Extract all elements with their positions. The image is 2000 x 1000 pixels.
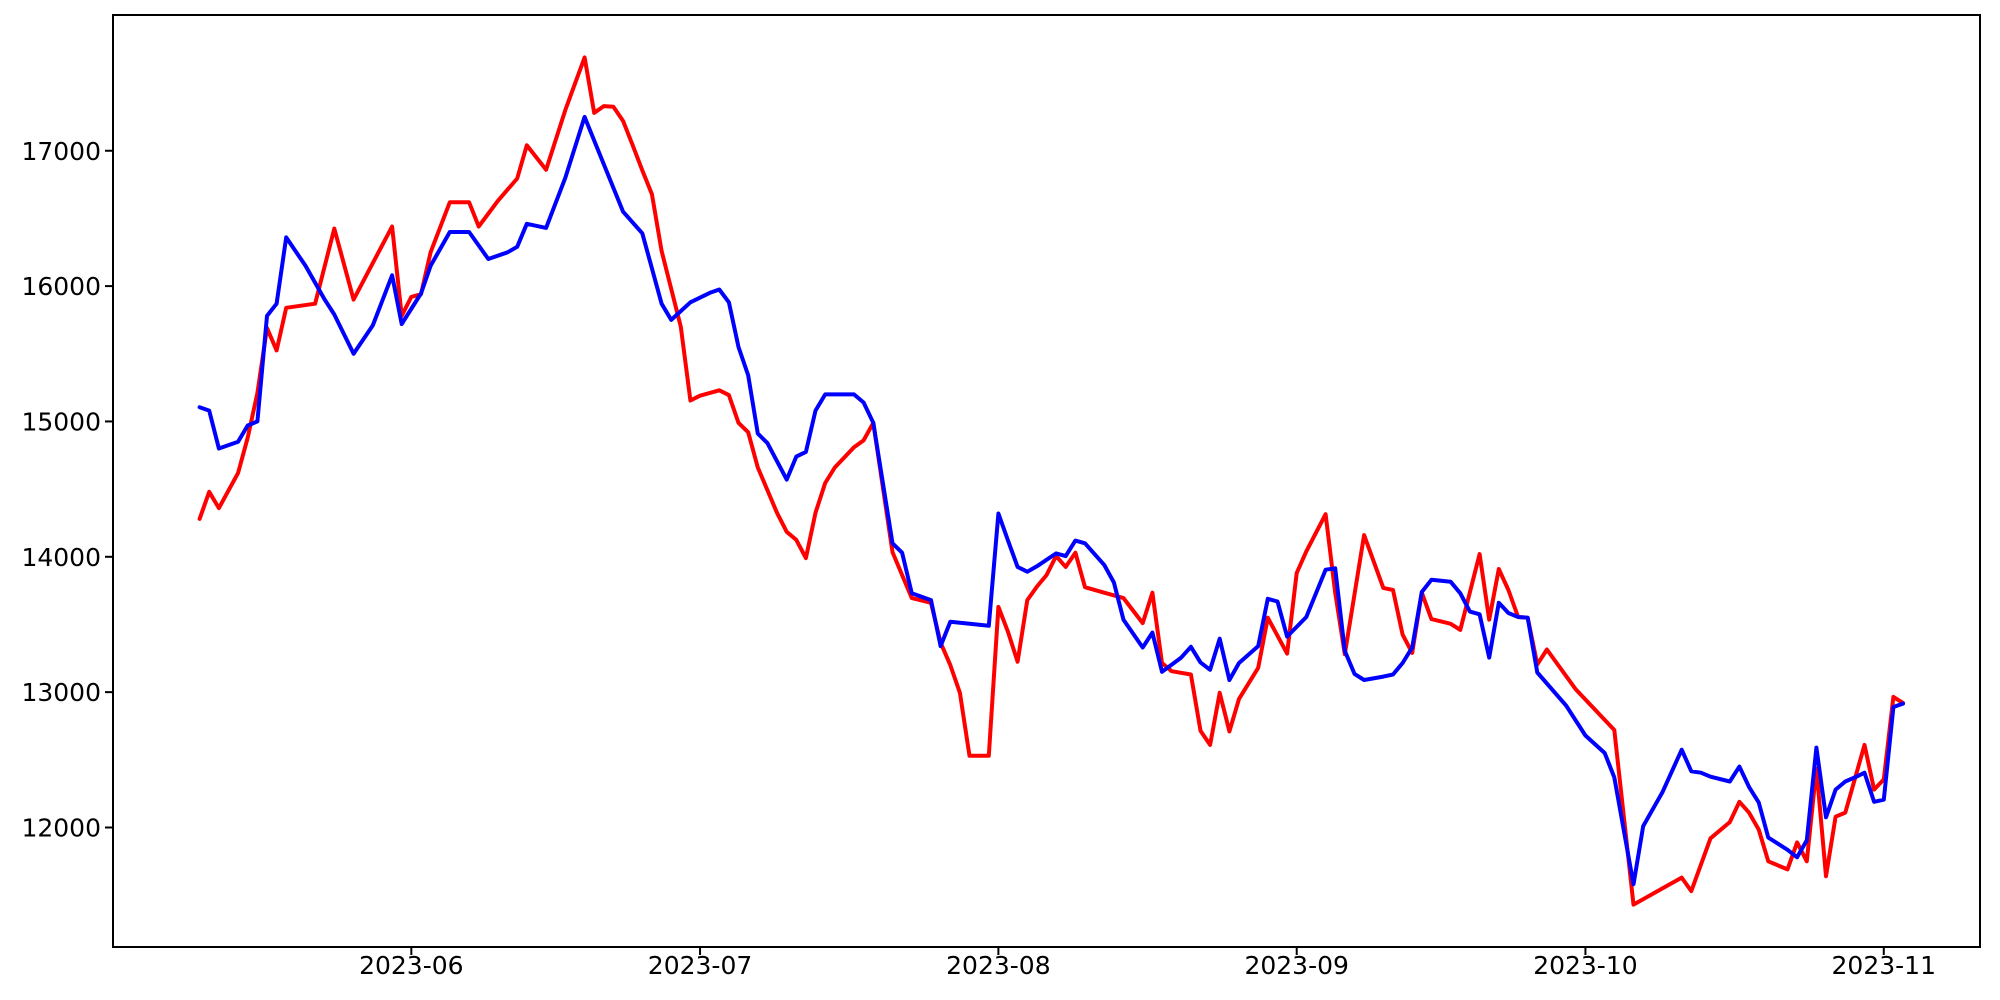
x-tick-label: 2023-10 bbox=[1533, 951, 1637, 980]
plot-border-spines bbox=[112, 14, 1981, 948]
y-tick-label: 12000 bbox=[21, 813, 101, 842]
x-tick-label: 2023-07 bbox=[648, 951, 752, 980]
x-tick-label: 2023-06 bbox=[359, 951, 463, 980]
plot-area bbox=[113, 15, 1980, 947]
y-tick-label: 16000 bbox=[21, 272, 101, 301]
x-tick-label: 2023-11 bbox=[1832, 951, 1936, 980]
series-blue-series-line bbox=[197, 114, 1905, 887]
x-tick-label: 2023-09 bbox=[1244, 951, 1348, 980]
y-tick-label: 17000 bbox=[21, 137, 101, 166]
x-tick-label: 2023-08 bbox=[946, 951, 1050, 980]
y-tick-label: 15000 bbox=[21, 407, 101, 436]
y-tick-label: 14000 bbox=[21, 543, 101, 572]
y-tick-label: 13000 bbox=[21, 678, 101, 707]
series-red-series-line bbox=[197, 55, 1905, 907]
